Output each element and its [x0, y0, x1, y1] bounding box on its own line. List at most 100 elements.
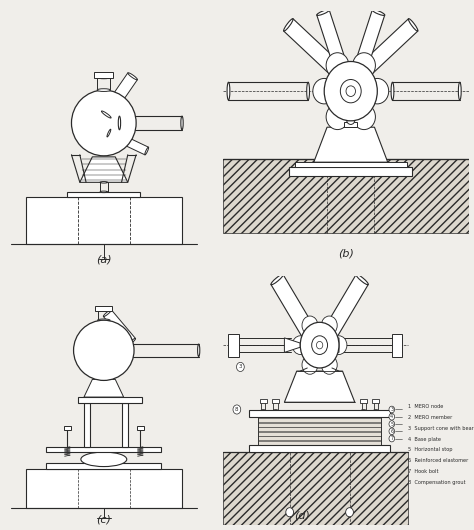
Circle shape: [346, 115, 355, 125]
Ellipse shape: [324, 329, 336, 339]
Circle shape: [389, 421, 395, 427]
Bar: [392, 334, 402, 357]
Ellipse shape: [129, 344, 131, 357]
Ellipse shape: [97, 89, 110, 92]
Text: 3: 3: [238, 365, 242, 369]
Text: 1  MERO node: 1 MERO node: [408, 404, 443, 409]
Ellipse shape: [81, 452, 127, 466]
Polygon shape: [107, 129, 148, 155]
Circle shape: [366, 78, 389, 104]
Circle shape: [73, 320, 134, 381]
Ellipse shape: [273, 410, 278, 411]
Ellipse shape: [353, 69, 365, 75]
Bar: [223, 159, 469, 233]
Ellipse shape: [98, 308, 110, 311]
Polygon shape: [271, 275, 315, 339]
Ellipse shape: [336, 69, 349, 75]
Ellipse shape: [103, 310, 111, 316]
Circle shape: [389, 435, 395, 442]
Text: 8: 8: [235, 407, 238, 412]
Bar: [295, 162, 407, 167]
Circle shape: [389, 406, 395, 413]
Bar: [249, 410, 390, 418]
Text: 7: 7: [390, 436, 393, 441]
Text: 5  Horizontal stop: 5 Horizontal stop: [408, 447, 452, 453]
Circle shape: [317, 341, 323, 349]
Ellipse shape: [128, 338, 136, 345]
Text: 7  Hook bolt: 7 Hook bolt: [408, 469, 438, 474]
Ellipse shape: [374, 410, 378, 411]
Bar: [121, 403, 128, 447]
Text: 8  Compensation grout: 8 Compensation grout: [408, 480, 465, 485]
Text: (a): (a): [96, 255, 111, 265]
Circle shape: [331, 336, 347, 355]
Ellipse shape: [128, 73, 137, 80]
Ellipse shape: [261, 402, 265, 403]
Circle shape: [346, 86, 356, 96]
Bar: [258, 437, 381, 440]
Ellipse shape: [283, 19, 293, 31]
Text: 6: 6: [390, 429, 393, 434]
Ellipse shape: [227, 82, 230, 100]
Ellipse shape: [307, 82, 310, 100]
Bar: [258, 441, 381, 445]
Text: 3: 3: [390, 407, 393, 412]
Polygon shape: [324, 275, 368, 339]
Circle shape: [292, 336, 308, 355]
Circle shape: [321, 316, 337, 335]
Ellipse shape: [101, 111, 111, 118]
Circle shape: [324, 61, 377, 121]
Ellipse shape: [181, 116, 183, 130]
Ellipse shape: [335, 66, 344, 79]
Text: (b): (b): [338, 249, 354, 259]
Text: 6  Reinforced elastomer: 6 Reinforced elastomer: [408, 458, 468, 463]
Ellipse shape: [145, 147, 149, 155]
Circle shape: [312, 336, 328, 355]
Ellipse shape: [97, 76, 110, 79]
Text: (c): (c): [96, 515, 111, 525]
Circle shape: [233, 405, 241, 414]
Bar: [26, 469, 182, 508]
Polygon shape: [314, 127, 388, 162]
Bar: [373, 399, 380, 403]
Bar: [258, 427, 381, 431]
Circle shape: [353, 104, 375, 129]
Bar: [260, 399, 267, 403]
Bar: [258, 432, 381, 436]
Bar: [249, 445, 390, 452]
Circle shape: [300, 322, 339, 368]
Polygon shape: [358, 19, 418, 79]
Ellipse shape: [303, 329, 316, 339]
Polygon shape: [284, 338, 300, 352]
Text: 5: 5: [390, 421, 393, 427]
Text: 4: 4: [390, 414, 393, 419]
Polygon shape: [321, 338, 339, 352]
Text: 2  MERO member: 2 MERO member: [408, 415, 452, 420]
Polygon shape: [101, 73, 137, 118]
Bar: [46, 463, 161, 469]
Ellipse shape: [271, 275, 283, 285]
Ellipse shape: [273, 402, 278, 403]
Bar: [26, 197, 182, 244]
Ellipse shape: [362, 402, 366, 403]
Circle shape: [346, 508, 354, 517]
Text: 3  Support cone with bearing: 3 Support cone with bearing: [408, 426, 474, 431]
Ellipse shape: [372, 10, 385, 15]
Bar: [289, 167, 412, 176]
Ellipse shape: [409, 19, 418, 31]
Circle shape: [326, 104, 349, 129]
Ellipse shape: [357, 66, 367, 79]
Bar: [360, 399, 367, 403]
Bar: [272, 399, 279, 403]
Bar: [46, 447, 161, 452]
Circle shape: [321, 356, 337, 374]
Circle shape: [353, 53, 375, 78]
Bar: [67, 192, 140, 197]
Circle shape: [389, 413, 395, 420]
Polygon shape: [84, 379, 124, 397]
Ellipse shape: [391, 82, 394, 100]
Bar: [344, 122, 357, 127]
Circle shape: [286, 508, 293, 517]
Circle shape: [302, 356, 318, 374]
Ellipse shape: [98, 319, 110, 322]
